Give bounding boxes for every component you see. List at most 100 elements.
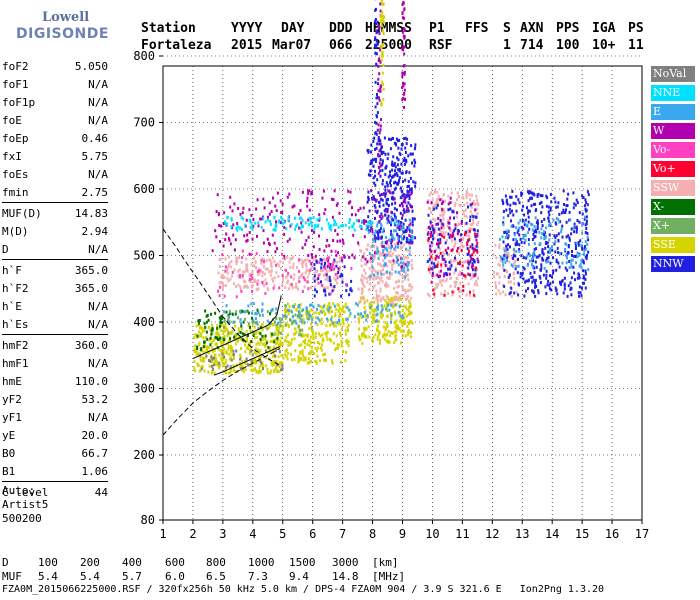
echo-point (277, 264, 280, 268)
echo-point (586, 235, 589, 239)
echo-point (476, 229, 479, 233)
distance-unit: [km] (372, 556, 399, 569)
echo-point (376, 178, 379, 182)
echo-point (470, 227, 473, 231)
echo-point (554, 236, 557, 240)
echo-point (243, 285, 246, 289)
echo-point (228, 353, 231, 356)
echo-streak-point (381, 54, 384, 58)
echo-point (408, 299, 411, 303)
echo-point (510, 256, 513, 260)
echo-point (318, 332, 320, 336)
echo-point (549, 261, 552, 265)
echo-point (394, 165, 397, 169)
echo-point (223, 364, 226, 368)
echo-point (242, 320, 245, 324)
echo-point (357, 208, 360, 212)
echo-point (430, 230, 433, 234)
echo-point (346, 306, 349, 310)
echo-point (402, 222, 405, 226)
echo-point (560, 230, 563, 234)
echo-point (343, 254, 346, 258)
echo-point (386, 210, 389, 213)
echo-point (586, 243, 589, 247)
echo-point (232, 364, 235, 368)
echo-point (429, 248, 432, 252)
echo-point (548, 223, 550, 227)
echo-point (241, 360, 244, 364)
echo-point (528, 259, 531, 263)
echo-point (582, 261, 585, 265)
echo-point (205, 335, 208, 339)
echo-point (524, 280, 527, 284)
echo-point (383, 337, 386, 341)
echo-point (310, 266, 313, 270)
echo-point (281, 283, 284, 287)
echo-point (335, 260, 338, 264)
echo-point (389, 179, 392, 183)
echo-point (205, 354, 208, 358)
echo-point (348, 293, 351, 297)
echo-point (471, 243, 474, 247)
echo-streak-point (380, 18, 383, 22)
echo-point (386, 184, 389, 188)
echo-point (384, 247, 387, 251)
echo-point (385, 264, 388, 268)
echo-point (327, 318, 330, 322)
echo-point (522, 277, 525, 281)
echo-point (279, 331, 281, 335)
echo-point (396, 223, 399, 227)
echo-point (439, 219, 442, 222)
echo-point (308, 310, 311, 314)
echo-point (235, 342, 238, 346)
echo-point (391, 197, 394, 201)
echo-point (300, 216, 303, 220)
echo-point (477, 221, 480, 225)
echo-point (397, 237, 400, 241)
echo-point (504, 251, 507, 255)
echo-point (197, 334, 200, 338)
echo-point (206, 337, 209, 341)
echo-point (434, 287, 437, 291)
echo-point (287, 271, 290, 275)
echo-point (542, 273, 545, 277)
echo-point (582, 259, 585, 263)
echo-point (409, 203, 412, 207)
echo-point (586, 190, 589, 194)
echo-point (361, 255, 364, 259)
echo-point (230, 217, 233, 221)
echo-point (365, 219, 367, 223)
echo-point (254, 312, 257, 316)
echo-point (447, 292, 450, 296)
echo-point (390, 233, 393, 236)
echo-point (360, 296, 363, 300)
echo-point (443, 272, 446, 276)
distance-value: 1000 (248, 556, 275, 569)
echo-point (281, 222, 284, 226)
echo-point (379, 174, 382, 178)
echo-streak-point (380, 20, 383, 23)
echo-point (285, 335, 288, 339)
echo-point (319, 334, 322, 338)
echo-point (337, 346, 339, 350)
echo-point (278, 317, 281, 321)
echo-point (439, 280, 442, 284)
echo-point (494, 243, 497, 247)
echo-point (220, 324, 223, 328)
param-row: hmE 110.0 (2, 373, 108, 391)
echo-point (341, 277, 344, 281)
echo-point (319, 304, 322, 308)
echo-point (557, 232, 560, 236)
echo-point (363, 311, 366, 315)
echo-point (391, 272, 393, 276)
echo-point (470, 263, 473, 267)
echo-point (565, 204, 568, 208)
echo-point (240, 363, 243, 367)
echo-point (374, 255, 376, 258)
echo-point (211, 360, 213, 364)
echo-point (382, 250, 385, 254)
echo-point (197, 351, 200, 355)
echo-point (454, 285, 457, 288)
echo-point (245, 284, 248, 288)
echo-point (301, 328, 304, 332)
